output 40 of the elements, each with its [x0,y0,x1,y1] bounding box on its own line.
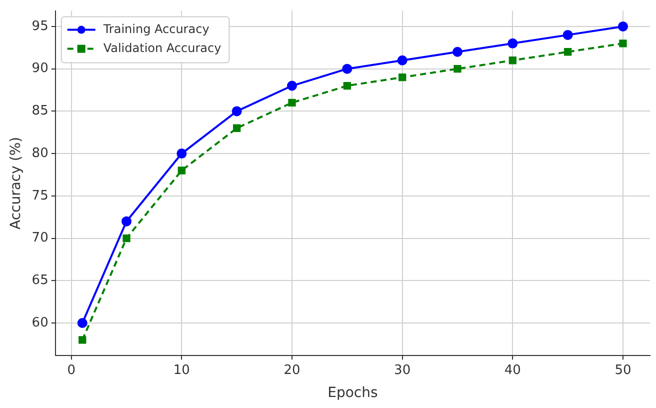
x-tick-label: 0 [67,362,76,378]
point [398,73,406,82]
point [342,64,352,74]
point [454,65,462,73]
point [619,40,627,48]
point [508,56,516,64]
point [618,21,628,32]
point [288,98,296,107]
point [122,234,130,242]
legend-label: Validation Accuracy [103,40,222,55]
point [77,318,88,328]
x-tick-label: 50 [614,362,632,378]
point [122,216,132,226]
legend-label: Training Accuracy [102,22,210,36]
y-axis-title: Accuracy (%) [8,136,24,230]
y-tick-label: 90 [32,61,48,76]
x-tick-label: 20 [284,362,300,378]
x-tick-label: 10 [173,362,190,378]
point [452,46,462,57]
x-tick-label: 40 [504,362,521,378]
point [233,124,241,132]
x-axis-title: Epochs [328,385,378,402]
y-tick-label: 95 [32,18,48,34]
point [78,336,86,344]
point [343,82,351,90]
point [397,55,408,66]
y-tick-label: 65 [32,273,48,288]
y-tick-label: 80 [32,146,48,161]
y-tick-label: 85 [32,104,48,119]
point [286,80,297,91]
y-tick-label: 60 [32,315,48,330]
point [176,148,187,159]
y-tick-label: 75 [32,188,48,204]
y-tick-label: 70 [32,230,48,246]
point [232,106,242,116]
x-tick-label: 30 [394,362,411,378]
point [178,166,186,174]
point [562,30,573,40]
point [564,48,572,56]
point [508,38,518,48]
